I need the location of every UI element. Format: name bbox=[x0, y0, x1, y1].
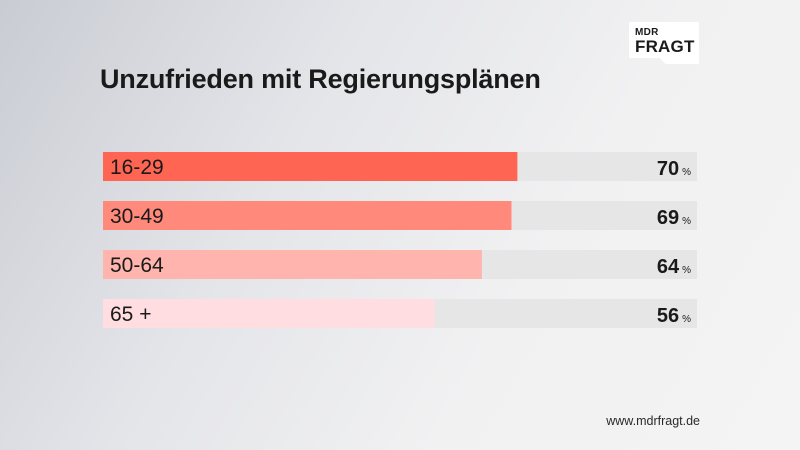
value-label: 70% bbox=[657, 158, 691, 180]
value-label: 64% bbox=[657, 256, 691, 278]
category-label: 50-64 bbox=[110, 254, 164, 277]
bar-65 bbox=[103, 299, 435, 328]
bar-30-49 bbox=[103, 201, 512, 230]
bar-50-64 bbox=[103, 250, 482, 279]
chart-title: Unzufrieden mit Regierungsplänen bbox=[100, 64, 541, 94]
logo-line-1: MDR bbox=[635, 27, 659, 38]
value-label: 69% bbox=[657, 207, 691, 229]
value-label: 56% bbox=[657, 305, 691, 327]
category-label: 16-29 bbox=[110, 156, 164, 179]
bar-16-29 bbox=[103, 152, 518, 181]
category-label: 30-49 bbox=[110, 205, 164, 228]
footer-url[interactable]: www.mdrfragt.de bbox=[606, 414, 700, 428]
category-label: 65 + bbox=[110, 303, 151, 326]
logo-line-2: FRAGT bbox=[635, 37, 695, 56]
mdr-fragt-logo: MDR FRAGT bbox=[629, 22, 699, 64]
